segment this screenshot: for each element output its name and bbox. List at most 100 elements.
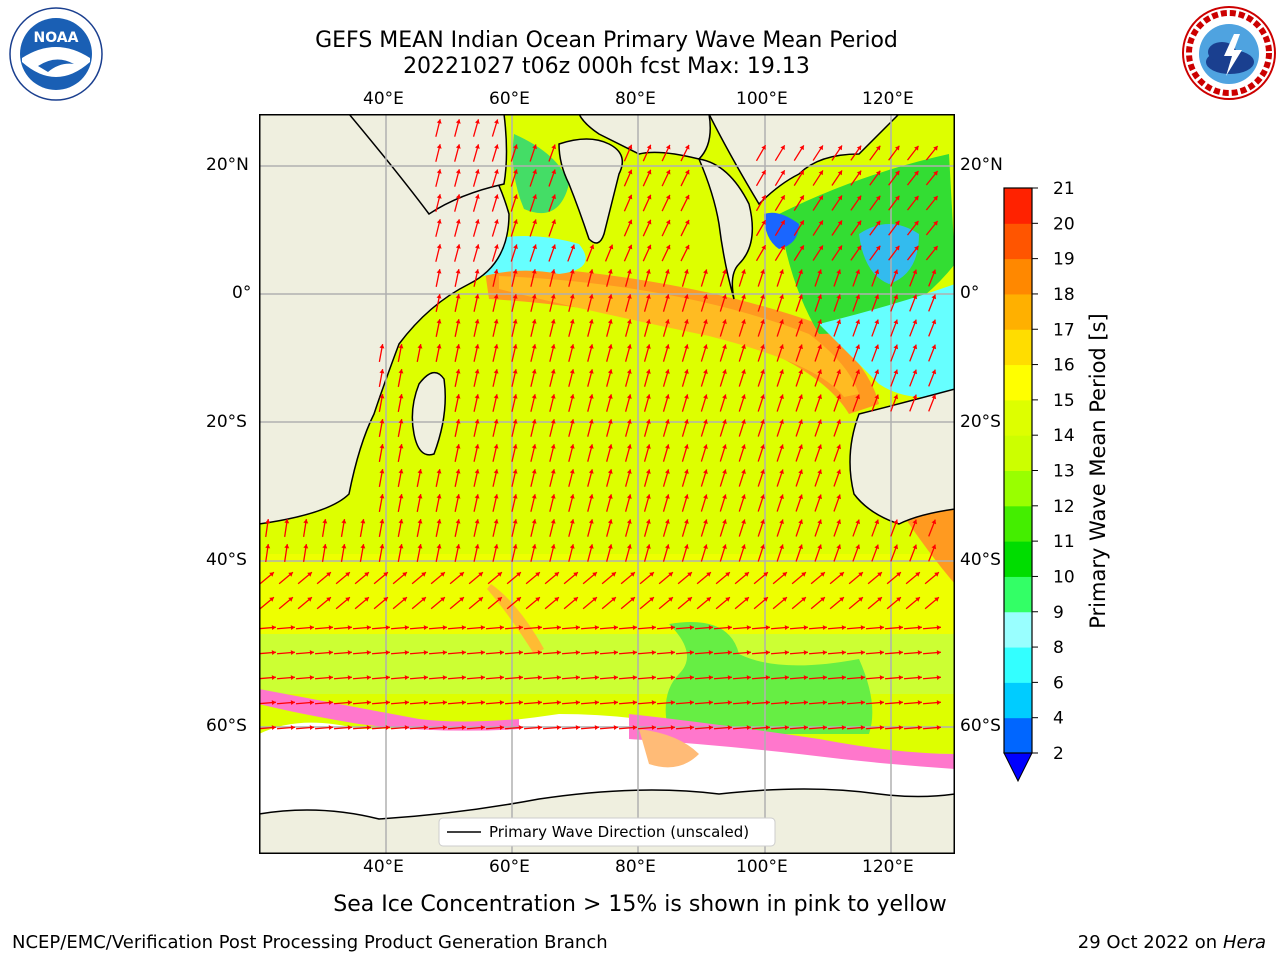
wave-arrow-head: [855, 519, 861, 525]
wave-arrow-head: [626, 469, 632, 474]
wave-arrow-head: [626, 419, 632, 424]
wave-arrow-head: [898, 625, 903, 631]
wave-arrow-head: [746, 625, 751, 631]
lat-label-right: 20°S: [960, 412, 1001, 432]
wave-arrow-head: [912, 344, 918, 350]
wave-arrow-head: [708, 650, 713, 656]
wave-arrow-head: [893, 394, 899, 400]
wave-arrow-head: [474, 269, 480, 274]
wave-arrow-head: [455, 494, 461, 499]
wave-arrow-head: [588, 469, 594, 474]
wave-arrow-head: [915, 572, 920, 577]
wave-arrow-head: [512, 294, 518, 299]
swell-east: [899, 499, 955, 584]
wave-arrow-head: [455, 419, 461, 424]
wave-arrow-head: [569, 419, 575, 424]
colorbar: 2 4 6 8 9 10 11 12 13 14 15 16 17 18 19 20 21: [1003, 180, 1075, 783]
lat-label-left: 40°S: [206, 550, 247, 570]
wave-arrow-head: [461, 625, 466, 631]
wave-arrow-head: [364, 572, 369, 577]
colorbar-segment: [1004, 293, 1032, 330]
wave-arrow-head: [556, 675, 561, 681]
wave-arrow-head: [855, 294, 861, 300]
colorbar-segment: [1004, 188, 1032, 224]
wave-arrow-head: [684, 494, 689, 499]
wave-arrow-head: [379, 369, 385, 374]
wave-arrow-head: [684, 394, 689, 399]
wave-arrow-head: [684, 544, 689, 549]
wave-arrow-head: [645, 319, 651, 324]
wave-arrow-head: [627, 144, 633, 150]
wave-arrow-head: [893, 519, 899, 525]
wave-arrow-head: [803, 725, 808, 731]
wave-arrow-head: [569, 369, 575, 374]
wave-arrow-head: [649, 572, 654, 577]
indochina-land: [697, 158, 754, 300]
wave-arrow-head: [417, 494, 423, 499]
wave-arrow-head: [722, 419, 727, 424]
wave-arrow-head: [841, 625, 846, 631]
colorbar-tick-label: 12: [1053, 497, 1075, 517]
wave-arrow-head: [607, 419, 613, 424]
wave-arrow-head: [588, 394, 594, 399]
wave-arrow-head: [664, 394, 670, 399]
wave-arrow-head: [474, 169, 480, 174]
colorbar-segment: [1004, 541, 1032, 577]
wave-arrow-head: [588, 294, 594, 299]
wave-arrow-head: [347, 675, 352, 681]
wave-arrow-head: [531, 494, 537, 499]
wave-arrow-head: [822, 625, 827, 631]
wave-arrow-head: [379, 394, 385, 399]
wave-arrow-head: [760, 469, 765, 475]
wave-arrow-head: [760, 344, 765, 350]
wave-arrow-head: [798, 394, 803, 400]
colorbar-tick-label: 15: [1053, 391, 1075, 411]
wave-arrow-head: [328, 725, 333, 731]
wave-arrow-head: [309, 625, 314, 631]
wave-arrow-head: [455, 344, 461, 349]
wave-arrow-head: [627, 169, 633, 175]
wave-arrow-head: [760, 269, 765, 275]
wave-arrow-head: [588, 519, 594, 524]
wave-arrow-head: [398, 544, 404, 549]
wave-arrow-head: [780, 145, 785, 151]
wave-arrow-head: [855, 269, 861, 275]
wave-arrow-head: [512, 344, 518, 349]
wave-arrow-head: [933, 220, 938, 226]
wave-arrow-head: [404, 675, 409, 681]
wave-arrow-head: [779, 469, 784, 475]
wave-arrow-head: [779, 394, 784, 400]
wave-arrow-head: [689, 650, 694, 656]
wave-arrow-head: [421, 572, 426, 577]
wave-arrow-head: [594, 725, 599, 731]
wave-arrow-head: [626, 319, 632, 324]
wave-arrow-head: [360, 544, 366, 549]
wave-arrow-head: [779, 294, 784, 300]
lat-label-left: 0°: [232, 283, 252, 303]
wave-arrow-head: [746, 725, 751, 731]
colorbar-tick-label: 18: [1053, 285, 1075, 305]
wave-arrow-head: [912, 369, 918, 375]
wave-arrow-head: [493, 444, 499, 449]
wave-arrow-head: [532, 169, 537, 175]
wave-arrow-head: [512, 394, 518, 399]
wave-arrow-head: [531, 469, 537, 474]
madagascar-land: [411, 371, 446, 456]
wave-arrow-head: [931, 369, 937, 375]
wave-arrow-head: [436, 319, 442, 324]
wave-arrow-head: [763, 597, 768, 602]
wave-arrow-head: [689, 625, 694, 631]
wave-arrow-head: [474, 444, 480, 449]
wave-arrow-head: [798, 344, 803, 350]
wave-arrow-head: [779, 369, 784, 375]
wave-arrow-head: [556, 650, 561, 656]
wave-arrow-head: [894, 170, 900, 176]
wave-arrow-head: [385, 725, 390, 731]
wave-arrow-head: [455, 544, 461, 549]
wave-arrow-head: [914, 245, 919, 251]
wave-arrow-head: [442, 700, 447, 706]
wave-arrow-head: [269, 572, 274, 577]
wave-arrow-head: [607, 369, 613, 374]
wave-arrow-head: [404, 650, 409, 656]
wave-arrow-head: [803, 675, 808, 681]
